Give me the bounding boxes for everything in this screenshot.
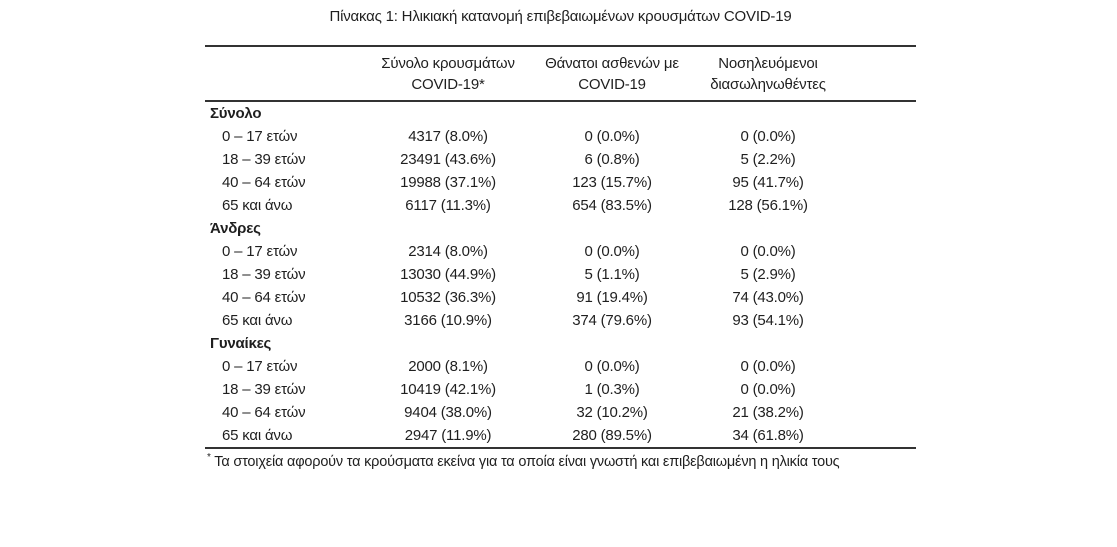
header-total-cases-line2: COVID-19* [411, 75, 485, 93]
intubated-cell: 21 (38.2%) [732, 404, 804, 421]
row-label: 65 και άνω [222, 312, 293, 329]
cases-cell: 10419 (42.1%) [400, 381, 496, 398]
intubated-cell: 95 (41.7%) [732, 174, 804, 191]
intubated-cell: 5 (2.9%) [740, 266, 796, 283]
cases-cell: 3166 (10.9%) [404, 312, 492, 329]
deaths-cell: 6 (0.8%) [584, 151, 640, 168]
row-label: 40 – 64 ετών [222, 174, 306, 191]
row-label: 18 – 39 ετών [222, 266, 306, 283]
table-row: 18 – 39 ετών 13030 (44.9%) 5 (1.1%) 5 (2… [205, 263, 916, 286]
cases-cell: 6117 (11.3%) [405, 197, 491, 214]
section-header-total: Σύνολο [205, 102, 916, 125]
row-label: 0 – 17 ετών [222, 243, 298, 260]
cases-cell: 4317 (8.0%) [408, 128, 488, 145]
intubated-cell: 34 (61.8%) [732, 427, 804, 444]
header-intubated-line2: διασωληνωθέντες [710, 75, 826, 93]
deaths-cell: 123 (15.7%) [572, 174, 652, 191]
deaths-cell: 0 (0.0%) [584, 243, 640, 260]
header-deaths-line2: COVID-19 [578, 75, 646, 93]
header-total-cases: Σύνολο κρουσμάτων COVID-19* [355, 53, 541, 95]
header-deaths-line1: Θάνατοι ασθενών με [545, 54, 679, 72]
table-row: 18 – 39 ετών 23491 (43.6%) 6 (0.8%) 5 (2… [205, 148, 916, 171]
table-row: 40 – 64 ετών 19988 (37.1%) 123 (15.7%) 9… [205, 171, 916, 194]
cases-cell: 23491 (43.6%) [400, 151, 496, 168]
table-header-row: Σύνολο κρουσμάτων COVID-19* Θάνατοι ασθε… [205, 47, 916, 100]
table-row: 0 – 17 ετών 4317 (8.0%) 0 (0.0%) 0 (0.0%… [205, 125, 916, 148]
section-label: Άνδρες [210, 220, 261, 237]
table-top-rule [205, 45, 916, 47]
table-header-rule [205, 100, 916, 102]
footnote-text: Τα στοιχεία αφορούν τα κρούσματα εκείνα … [214, 454, 840, 470]
table-row: 65 και άνω 3166 (10.9%) 374 (79.6%) 93 (… [205, 309, 916, 332]
table-row: 40 – 64 ετών 10532 (36.3%) 91 (19.4%) 74… [205, 286, 916, 309]
intubated-cell: 128 (56.1%) [728, 197, 808, 214]
intubated-cell: 0 (0.0%) [740, 243, 796, 260]
table-row: 65 και άνω 6117 (11.3%) 654 (83.5%) 128 … [205, 194, 916, 217]
table-row: 65 και άνω 2947 (11.9%) 280 (89.5%) 34 (… [205, 424, 916, 447]
document-page: Πίνακας 1: Ηλικιακή κατανομή επιβεβαιωμέ… [205, 0, 916, 472]
section-header-men: Άνδρες [205, 217, 916, 240]
row-label: 40 – 64 ετών [222, 289, 306, 306]
row-label: 18 – 39 ετών [222, 151, 306, 168]
intubated-cell: 93 (54.1%) [732, 312, 804, 329]
deaths-cell: 91 (19.4%) [576, 289, 648, 306]
deaths-cell: 654 (83.5%) [572, 197, 652, 214]
intubated-cell: 0 (0.0%) [740, 358, 796, 375]
header-deaths: Θάνατοι ασθενών με COVID-19 [541, 53, 683, 95]
table-row: 18 – 39 ετών 10419 (42.1%) 1 (0.3%) 0 (0… [205, 378, 916, 401]
row-label: 40 – 64 ετών [222, 404, 306, 421]
deaths-cell: 0 (0.0%) [584, 128, 640, 145]
covid-age-distribution-table: Σύνολο κρουσμάτων COVID-19* Θάνατοι ασθε… [205, 45, 916, 449]
cases-cell: 19988 (37.1%) [400, 174, 496, 191]
cases-cell: 2947 (11.9%) [404, 427, 492, 444]
deaths-cell: 280 (89.5%) [572, 427, 652, 444]
section-header-women: Γυναίκες [205, 332, 916, 355]
table-row: 0 – 17 ετών 2314 (8.0%) 0 (0.0%) 0 (0.0%… [205, 240, 916, 263]
cases-cell: 9404 (38.0%) [404, 404, 492, 421]
intubated-cell: 5 (2.2%) [740, 151, 796, 168]
row-label: 65 και άνω [222, 197, 293, 214]
cases-cell: 2000 (8.1%) [408, 358, 488, 375]
header-total-cases-line1: Σύνολο κρουσμάτων [381, 54, 515, 72]
section-label: Γυναίκες [210, 335, 272, 352]
cases-cell: 13030 (44.9%) [400, 266, 496, 283]
deaths-cell: 32 (10.2%) [576, 404, 648, 421]
table-title: Πίνακας 1: Ηλικιακή κατανομή επιβεβαιωμέ… [329, 8, 792, 25]
deaths-cell: 0 (0.0%) [584, 358, 640, 375]
table-bottom-rule [205, 447, 916, 449]
header-intubated-line1: Νοσηλευόμενοι [718, 54, 818, 72]
row-label: 65 και άνω [222, 427, 293, 444]
intubated-cell: 74 (43.0%) [732, 289, 804, 306]
deaths-cell: 374 (79.6%) [572, 312, 652, 329]
row-label: 0 – 17 ετών [222, 128, 298, 145]
table-footnote: * Τα στοιχεία αφορούν τα κρούσματα εκείν… [205, 453, 916, 472]
footnote-asterisk: * [207, 452, 211, 464]
row-label: 0 – 17 ετών [222, 358, 298, 375]
deaths-cell: 1 (0.3%) [584, 381, 640, 398]
cases-cell: 2314 (8.0%) [408, 243, 488, 260]
table-row: 0 – 17 ετών 2000 (8.1%) 0 (0.0%) 0 (0.0%… [205, 355, 916, 378]
section-label: Σύνολο [210, 105, 262, 122]
table-row: 40 – 64 ετών 9404 (38.0%) 32 (10.2%) 21 … [205, 401, 916, 424]
intubated-cell: 0 (0.0%) [740, 128, 796, 145]
intubated-cell: 0 (0.0%) [740, 381, 796, 398]
row-label: 18 – 39 ετών [222, 381, 306, 398]
header-intubated: Νοσηλευόμενοι διασωληνωθέντες [683, 53, 853, 95]
deaths-cell: 5 (1.1%) [584, 266, 640, 283]
cases-cell: 10532 (36.3%) [400, 289, 496, 306]
